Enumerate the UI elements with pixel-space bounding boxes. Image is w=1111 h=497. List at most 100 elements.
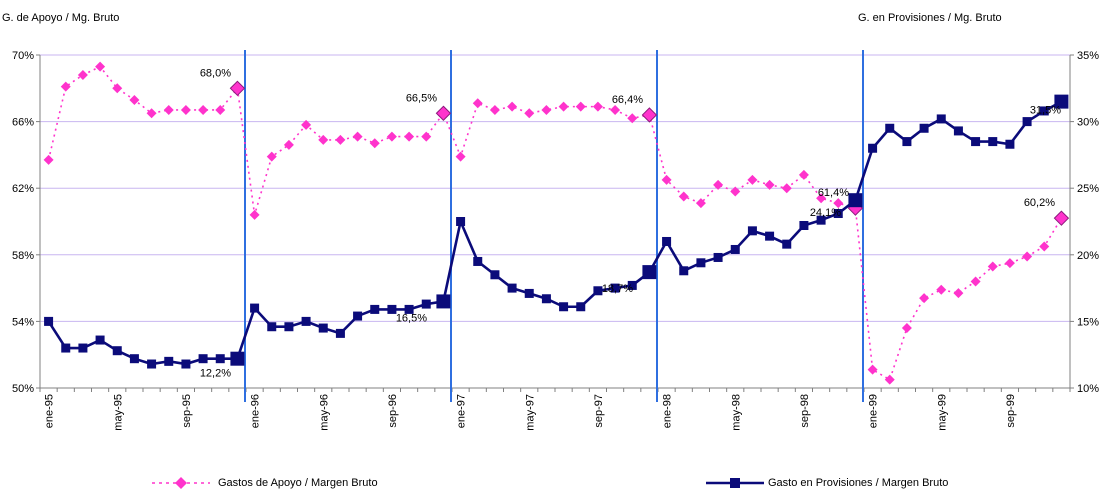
series-provisiones-point <box>833 209 843 219</box>
left-tick-label: 58% <box>12 250 34 262</box>
series-apoyo-point <box>730 186 741 197</box>
series-provisiones-point <box>610 283 620 293</box>
series-provisiones-point <box>765 231 775 241</box>
data-label: 60,2% <box>1024 197 1055 209</box>
series-provisiones-point <box>456 217 466 226</box>
series-provisiones-point <box>576 302 586 312</box>
left-tick-label: 66% <box>12 117 34 129</box>
series-apoyo-point <box>987 261 998 272</box>
x-tick-label: may-95 <box>112 394 124 431</box>
series-provisiones-point <box>318 323 328 333</box>
series-provisiones-point <box>988 137 998 147</box>
series-provisiones-point <box>267 322 277 332</box>
series-provisiones-point <box>1039 106 1049 116</box>
series-provisiones-point <box>198 354 208 364</box>
series-apoyo-point <box>1004 258 1015 269</box>
series-provisiones-point <box>387 304 397 314</box>
series-provisiones-point <box>44 316 54 326</box>
series-provisiones-point <box>593 286 603 296</box>
series-apoyo-point <box>833 198 844 209</box>
right-tick-label: 25% <box>1077 183 1099 195</box>
series-provisiones-point <box>215 354 225 364</box>
series-apoyo-point <box>472 98 483 109</box>
series-apoyo-point <box>867 364 878 375</box>
left-axis-title: G. de Apoyo / Mg. Bruto <box>2 12 120 24</box>
series-apoyo-point <box>1039 241 1050 252</box>
series-provisiones-point <box>335 328 345 338</box>
data-label: 68,0% <box>200 67 231 79</box>
series-apoyo-point <box>592 101 603 112</box>
series-apoyo-point <box>335 134 346 145</box>
series-apoyo-point <box>77 69 88 80</box>
series-apoyo-point <box>404 131 415 142</box>
series-apoyo-point <box>435 105 452 121</box>
right-tick-label: 20% <box>1077 250 1099 262</box>
series-apoyo-point <box>229 80 246 97</box>
series-apoyo-point <box>318 134 329 145</box>
series-provisiones-point <box>885 123 895 133</box>
x-tick-label: ene-99 <box>868 394 880 428</box>
data-label: 24,1% <box>810 207 841 219</box>
series-apoyo-point <box>283 139 294 150</box>
x-tick-label: may-98 <box>730 394 742 431</box>
series-apoyo-point <box>970 276 981 287</box>
series-provisiones-point <box>953 126 963 136</box>
series-apoyo-point <box>575 101 586 112</box>
series-provisiones-point <box>250 303 260 313</box>
series-apoyo-point <box>60 81 71 92</box>
left-tick-label: 62% <box>12 183 34 195</box>
series-apoyo-point <box>764 179 775 190</box>
series-apoyo-point <box>695 198 706 209</box>
x-tick-label: ene-98 <box>662 394 674 428</box>
series-provisiones-point <box>713 252 723 262</box>
series-apoyo-point <box>146 108 157 119</box>
series-provisiones-point <box>936 114 946 124</box>
series-apoyo-point <box>421 131 432 142</box>
series-apoyo-point <box>249 209 260 220</box>
series-provisiones-point <box>782 239 792 249</box>
legend-swatch-provisiones <box>706 478 764 488</box>
data-label: 18,7% <box>602 283 633 295</box>
series-provisiones-point <box>370 304 380 314</box>
data-label: 66,4% <box>612 94 643 106</box>
series-provisiones-point <box>421 299 431 309</box>
legend-item-apoyo: Gastos de Apoyo / Margen Bruto <box>150 476 378 490</box>
series-apoyo-point <box>129 94 140 105</box>
series-provisiones-point <box>679 266 689 276</box>
series-apoyo-point <box>1053 210 1070 226</box>
data-label: 31,5% <box>1030 105 1061 117</box>
series-provisiones-point <box>816 215 826 225</box>
left-tick-label: 54% <box>12 316 34 328</box>
series-apoyo-point <box>112 83 123 94</box>
series-provisiones-point <box>1054 94 1069 109</box>
series-apoyo-point <box>747 174 758 185</box>
series-provisiones-point <box>919 123 929 133</box>
series-apoyo-point <box>266 151 277 162</box>
right-tick-label: 35% <box>1077 50 1099 62</box>
series-apoyo-point <box>678 191 689 202</box>
series-apoyo-point <box>455 151 466 162</box>
series-apoyo-point <box>541 104 552 115</box>
right-tick-label: 10% <box>1077 383 1099 395</box>
series-provisiones-point <box>507 283 517 293</box>
legend-swatch-apoyo <box>152 477 210 489</box>
series-apoyo-point <box>781 183 792 194</box>
series-apoyo-point <box>798 169 809 180</box>
data-label: 61,4% <box>818 187 849 199</box>
series-apoyo-point <box>95 61 106 72</box>
series-provisiones-point <box>627 280 637 290</box>
series-provisiones-point <box>61 343 71 353</box>
series-apoyo-point <box>215 104 226 115</box>
x-tick-label: sep-98 <box>799 394 811 428</box>
series-provisiones-point <box>301 316 311 326</box>
x-tick-label: sep-97 <box>593 394 605 428</box>
series-apoyo-point <box>369 138 380 149</box>
series-provisiones-point <box>642 265 657 280</box>
series-apoyo-point <box>610 104 621 115</box>
right-tick-label: 30% <box>1077 117 1099 129</box>
series-provisiones-point <box>541 294 551 304</box>
series-provisiones-point <box>436 294 451 309</box>
series-provisiones-point <box>799 220 809 230</box>
data-label: 12,2% <box>200 368 231 380</box>
